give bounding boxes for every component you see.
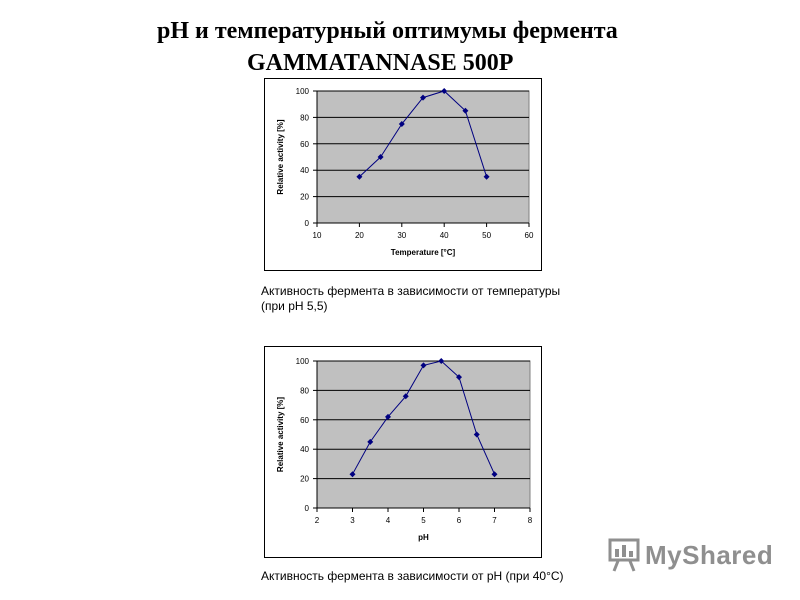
data-point xyxy=(385,413,391,420)
x-tick-label: 50 xyxy=(482,231,491,240)
ph-chart-frame: 0 20 40 60 80 100 2 3 4 5 6 7 8 pH Relative activity [… xyxy=(264,346,542,558)
data-point xyxy=(441,88,448,94)
plot-area xyxy=(316,360,531,509)
temperature-chart-caption: Активность фермента в зависимости от тем… xyxy=(261,284,561,313)
data-point xyxy=(377,154,384,160)
data-point xyxy=(456,374,462,381)
x-tick-label: 30 xyxy=(397,231,406,240)
data-point xyxy=(491,471,498,478)
data-point xyxy=(420,362,427,369)
temperature-chart: 0 20 40 60 80 100 10 20 30 40 50 60 Temperature [°C]… xyxy=(276,87,534,257)
myshared-watermark: MyShared xyxy=(607,535,773,575)
y-tick-label: 40 xyxy=(300,166,309,175)
presentation-board-icon xyxy=(608,538,640,572)
data-point xyxy=(398,121,405,127)
temperature-chart-frame: 0 20 40 60 80 100 10 20 30 40 50 60 Temperature [°C]… xyxy=(264,78,542,271)
y-tick-label: 80 xyxy=(300,113,309,122)
y-tick-label: 60 xyxy=(300,416,309,425)
y-axis-label: Relative activity [%] xyxy=(276,397,285,472)
x-tick-label: 7 xyxy=(492,516,497,525)
x-axis-label: Temperature [°C] xyxy=(391,248,456,257)
x-tick-label: 3 xyxy=(350,516,355,525)
y-tick-label: 100 xyxy=(296,87,310,96)
data-point xyxy=(367,438,374,445)
watermark-text: MyShared xyxy=(645,539,774,570)
data-point xyxy=(420,94,426,101)
data-point xyxy=(462,107,469,114)
x-axis-label: pH xyxy=(418,533,429,542)
y-tick-label: 20 xyxy=(300,475,309,484)
data-point xyxy=(402,393,409,400)
y-tick-label: 0 xyxy=(305,504,310,513)
x-tick-label: 4 xyxy=(386,516,391,525)
ph-chart-caption: Активность фермента в зависимости от рН … xyxy=(261,569,564,583)
x-tick-label: 40 xyxy=(440,231,449,240)
data-point xyxy=(438,358,445,364)
y-tick-label: 60 xyxy=(300,140,309,149)
y-tick-label: 40 xyxy=(300,445,309,454)
y-tick-label: 80 xyxy=(300,386,309,395)
data-point xyxy=(473,431,480,438)
title-line-1: рН и температурный оптимумы фермента xyxy=(157,18,618,44)
y-tick-label: 0 xyxy=(305,219,310,228)
data-point xyxy=(349,471,356,478)
y-tick-label: 20 xyxy=(300,193,309,202)
x-tick-label: 6 xyxy=(457,516,462,525)
title-line-2: GAMMATANNASE 500P xyxy=(247,50,514,76)
y-axis-label: Relative activity [%] xyxy=(276,119,285,194)
y-tick-label: 100 xyxy=(296,357,310,366)
x-tick-label: 5 xyxy=(421,516,426,525)
data-point xyxy=(356,173,363,180)
ph-chart: 0 20 40 60 80 100 2 3 4 5 6 7 8 pH Relative activity [… xyxy=(276,357,533,542)
plot-area xyxy=(316,90,530,224)
x-tick-label: 60 xyxy=(525,231,534,240)
x-tick-label: 20 xyxy=(355,231,364,240)
x-tick-label: 2 xyxy=(315,516,320,525)
x-tick-label: 8 xyxy=(528,516,533,525)
x-tick-label: 10 xyxy=(313,231,322,240)
data-point xyxy=(483,173,490,180)
